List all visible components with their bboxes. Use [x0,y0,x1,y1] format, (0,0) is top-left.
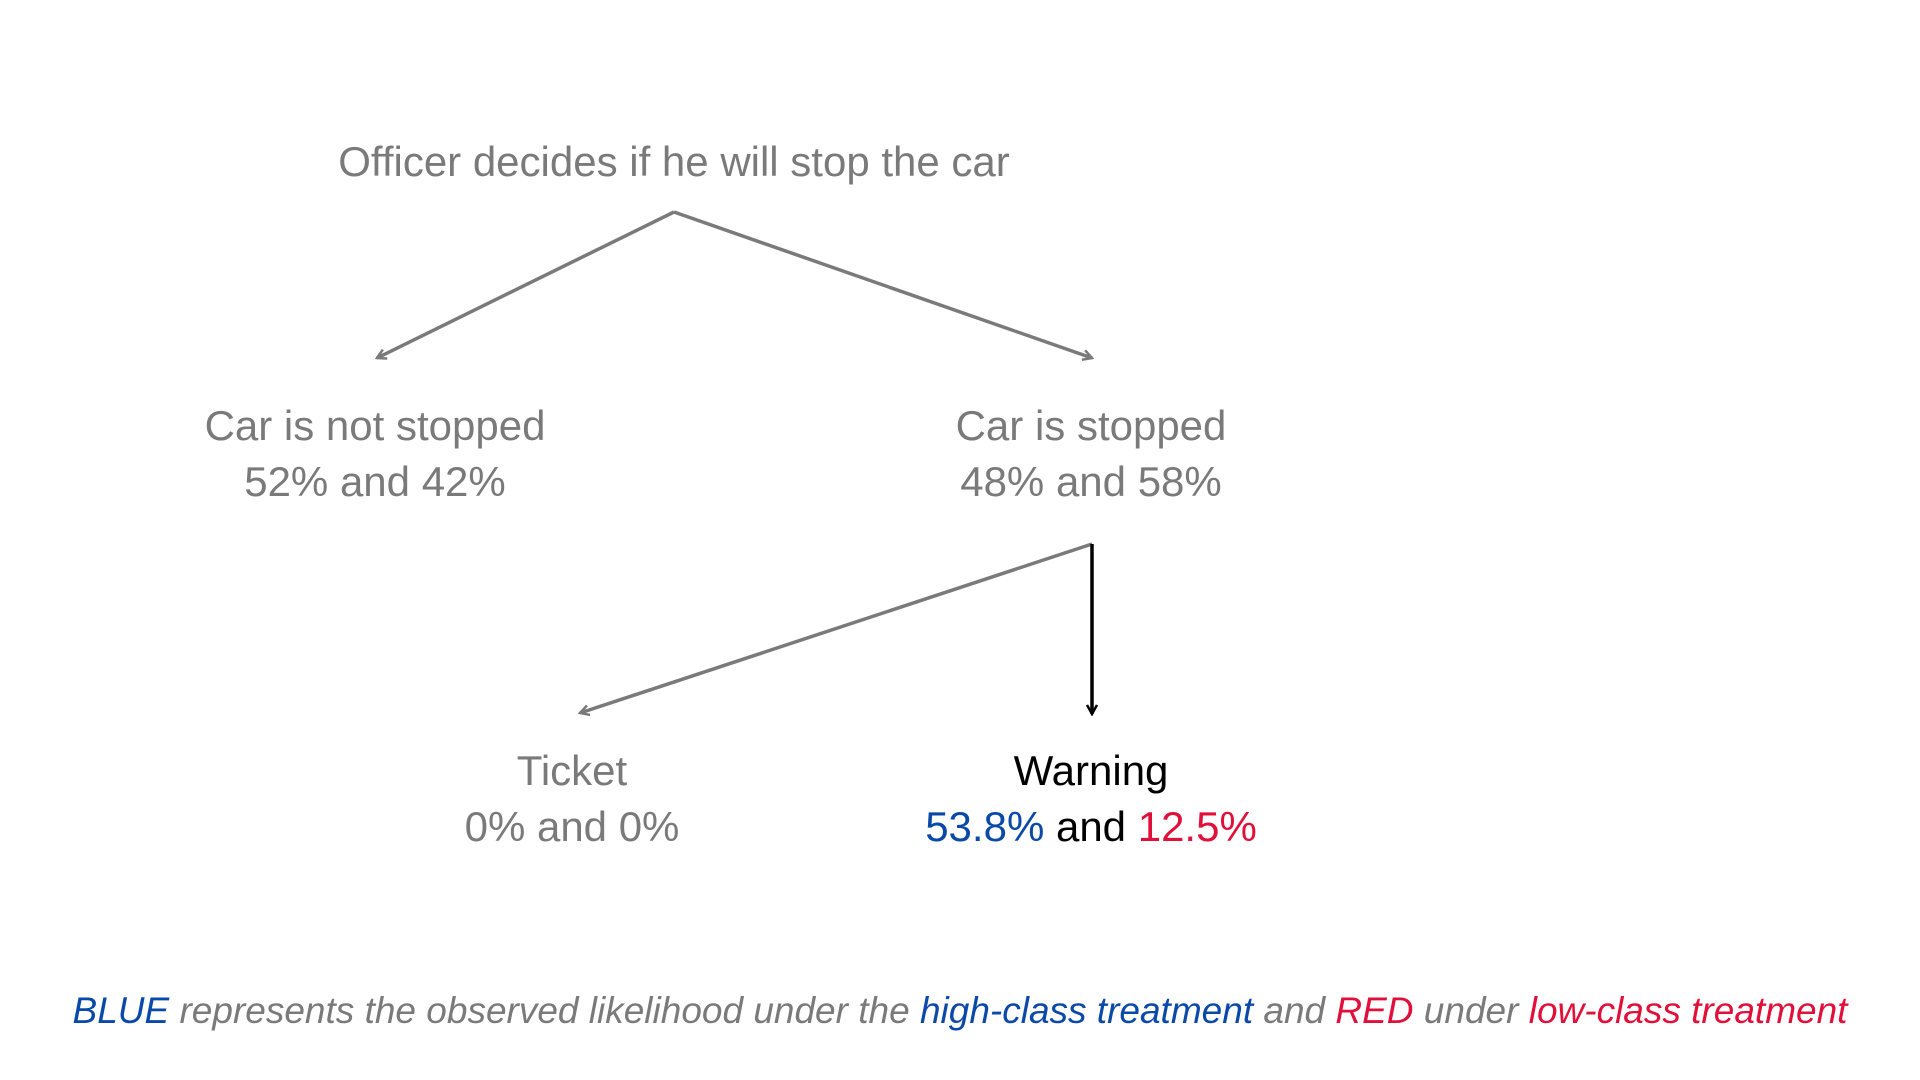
warning-value-joiner: and [1044,803,1138,850]
legend-blue-word: BLUE [72,990,170,1031]
node-car-stopped: Car is stopped 48% and 58% [956,398,1227,510]
node-car-not-stopped: Car is not stopped 52% and 42% [205,398,546,510]
edge-root-to-stopped [673,210,1092,358]
legend-caption: BLUE represents the observed likelihood … [73,990,1848,1032]
node-officer-decides: Officer decides if he will stop the car [338,134,1010,190]
node-stopped-label: Car is stopped [955,402,1227,449]
warning-value-low-class: 12.5% [1137,803,1257,850]
warning-value-high-class: 53.8% [925,803,1045,850]
node-warning-label: Warning [1013,747,1169,794]
node-ticket-label: Ticket [516,747,628,794]
node-stopped-values: 48% and 58% [960,458,1222,505]
node-ticket: Ticket 0% and 0% [465,743,680,855]
legend-red-word: RED [1335,990,1414,1031]
node-warning: Warning 53.8% and 12.5% [925,743,1257,855]
node-ticket-values: 0% and 0% [464,803,680,850]
node-not-stopped-label: Car is not stopped [204,402,546,449]
legend-high-class: high-class treatment [919,990,1254,1031]
node-warning-values: 53.8% and 12.5% [925,799,1257,855]
edge-root-to-not-stopped [377,210,675,358]
legend-low-class: low-class treatment [1528,990,1848,1031]
legend-text-2: and [1253,990,1336,1031]
node-not-stopped-values: 52% and 42% [244,458,506,505]
node-root-label: Officer decides if he will stop the car [338,138,1010,185]
legend-text-1: represents the observed likelihood under… [169,990,920,1031]
legend-text-3: under [1413,990,1529,1031]
edge-stopped-to-ticket [580,542,1093,713]
